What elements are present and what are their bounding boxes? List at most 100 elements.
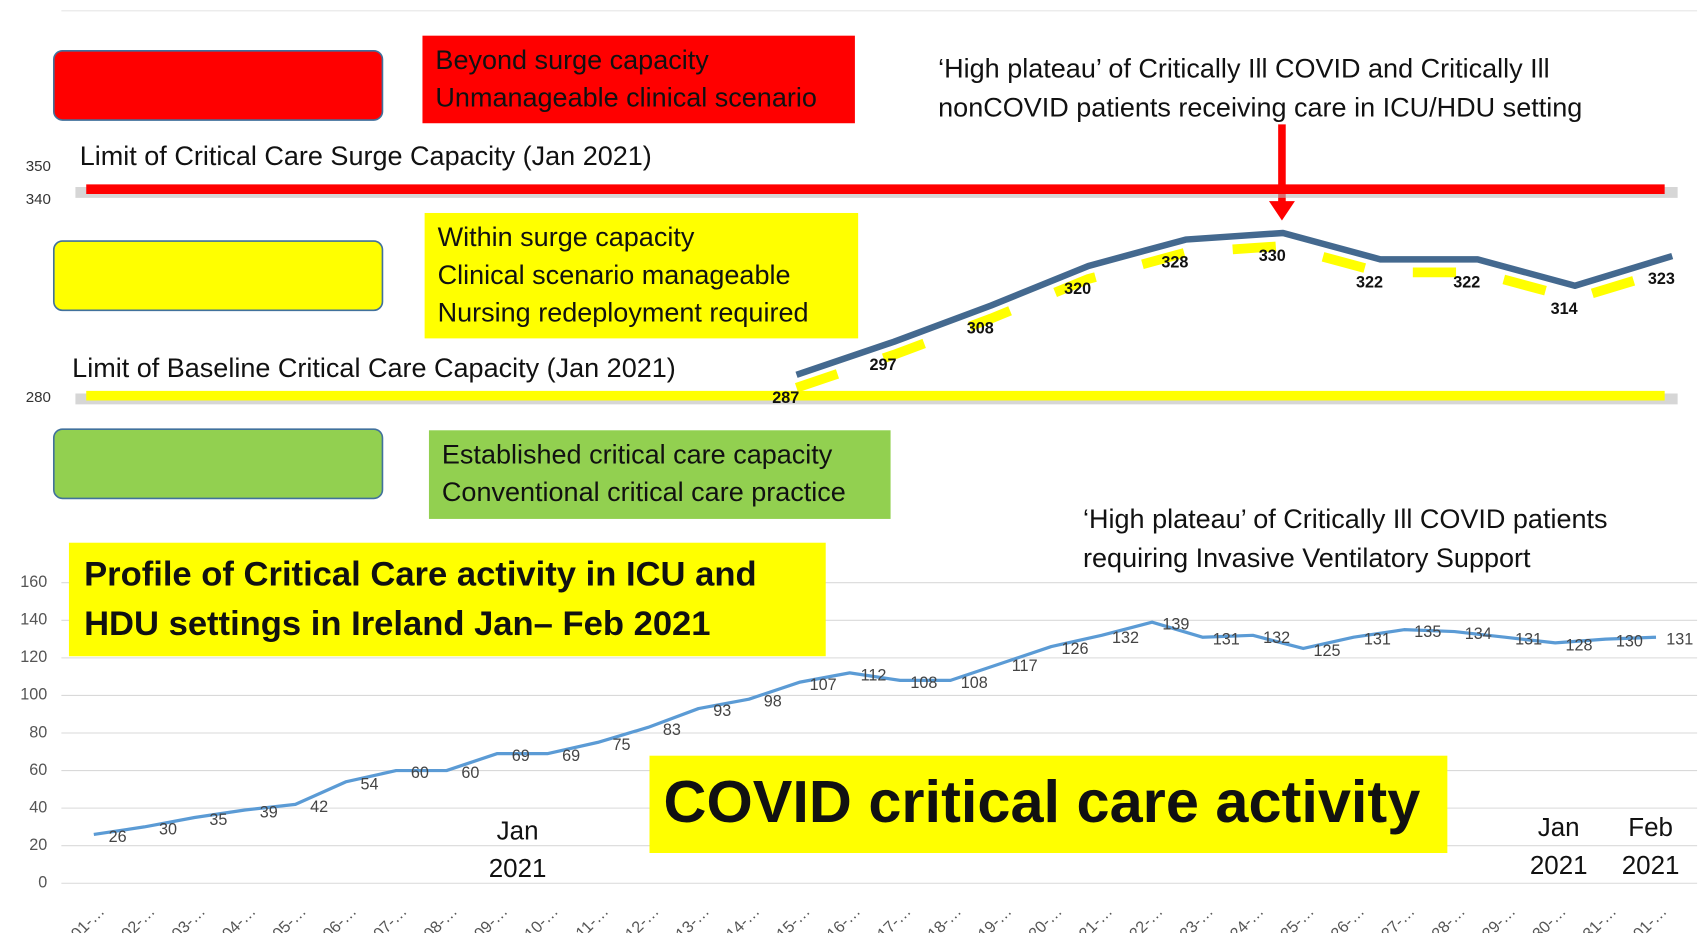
chart-title: HDU settings in Ireland Jan– Feb 2021 [84,605,710,643]
x-tick-label: 12-… [622,902,663,933]
y-tick-label: 20 [29,836,47,854]
x-tick-label: 26-… [1327,902,1368,933]
data-label: 108 [910,674,937,692]
x-tick-label: 03-… [168,902,209,933]
data-label: 320 [1064,280,1091,298]
x-tick-label: 06-… [320,902,361,933]
chart-title: Profile of Critical Care activity in ICU… [84,555,757,593]
month-label: 2021 [489,855,547,883]
data-label: 42 [310,798,328,816]
month-label: 2021 [1530,852,1588,880]
data-label: 135 [1414,623,1441,641]
data-label: 323 [1648,270,1675,288]
y-tick-label: 100 [20,686,47,704]
subtitle-box [649,755,1448,853]
x-tick-label: 28-… [1428,902,1469,933]
x-tick-label: 10-… [521,902,562,933]
annotation: requiring Invasive Ventilatory Support [1083,543,1531,573]
x-tick-label: 15-… [773,902,814,933]
zone-text: Established critical care capacity [442,439,833,469]
data-label: 30 [159,820,177,838]
data-label: 117 [1012,657,1038,675]
zone-text: Within surge capacity [438,222,695,252]
data-label: 108 [961,674,988,692]
x-tick-label: 01-… [68,902,109,933]
zone-swatch [52,428,384,500]
month-label: Jan [1538,814,1580,842]
data-label: 93 [713,702,731,720]
x-tick-label: 17-… [874,902,915,933]
data-label: 131 [1213,631,1240,649]
data-line [795,229,1674,378]
zone-text: Clinical scenario manageable [438,260,791,290]
data-label: 69 [512,747,530,765]
data-label: 26 [109,828,127,846]
data-label: 297 [869,356,896,374]
data-label: 107 [810,676,837,694]
limit-label: Limit of Critical Care Surge Capacity (J… [80,141,652,171]
x-tick-label: 29-… [1479,902,1520,933]
data-label: 83 [663,721,681,739]
zone-text: Unmanageable clinical scenario [435,83,816,113]
x-tick-label: 07-… [370,902,411,933]
arrow-head [1268,201,1295,221]
data-label: 125 [1314,642,1341,660]
month-label: Feb [1628,814,1673,842]
data-label: 131 [1515,631,1542,649]
data-label: 328 [1161,254,1188,272]
x-tick-label: 31-… [1579,902,1620,933]
data-label: 322 [1453,273,1480,291]
x-tick-label: 27-… [1378,902,1419,933]
zone-text: Nursing redeployment required [438,298,809,328]
x-tick-label: 09-… [471,902,512,933]
y-tick-label: 340 [26,191,51,208]
data-label: 322 [1356,273,1383,291]
x-tick-label: 16-… [823,902,864,933]
data-label: 132 [1112,629,1139,647]
data-label: 314 [1551,300,1578,318]
title-box [68,542,826,657]
data-label: 60 [411,764,429,782]
x-tick-label: 21-… [1075,902,1116,933]
annotation: nonCOVID patients receiving care in ICU/… [938,92,1582,122]
zone-swatch [52,50,384,121]
data-label: 60 [461,764,479,782]
y-tick-label: 160 [20,573,47,591]
data-line [93,620,1657,837]
x-tick-label: 02-… [118,902,159,933]
x-tick-label: 14-… [723,902,764,933]
x-tick-label: 22-… [1126,902,1167,933]
data-label: 132 [1263,629,1290,647]
x-tick-label: 19-… [975,902,1016,933]
x-tick-label: 30-… [1529,902,1570,933]
data-label: 308 [967,320,994,338]
x-tick-label: 08-… [420,902,461,933]
x-tick-label: 18-… [924,902,965,933]
zone-text: Conventional critical care practice [442,477,846,507]
x-tick-label: 23-… [1176,902,1217,933]
x-tick-label: 25-… [1277,902,1318,933]
annotation: ‘High plateau’ of Critically Ill COVID p… [1083,504,1608,534]
data-label: 126 [1062,640,1089,658]
y-tick-label: 350 [26,158,51,175]
limit-label: Limit of Baseline Critical Care Capacity… [72,353,676,383]
zone-label-box [428,430,891,519]
subtitle: COVID critical care activity [664,768,1421,835]
data-label: 139 [1162,616,1189,634]
x-tick-label: 05-… [269,902,310,933]
data-label: 98 [764,693,782,711]
zone-swatch [52,240,384,312]
data-label: 75 [613,736,631,754]
data-label: 287 [772,389,799,407]
data-label: 54 [361,775,379,793]
month-label: 2021 [1622,852,1680,880]
annotation: ‘High plateau’ of Critically Ill COVID a… [938,53,1550,83]
data-label: 128 [1565,636,1592,654]
zone-text: Beyond surge capacity [435,45,709,75]
y-tick-label: 60 [29,761,47,779]
data-label: 35 [209,811,227,829]
data-label: 69 [562,747,580,765]
data-label: 130 [1616,633,1643,651]
data-label: 131 [1364,631,1391,649]
